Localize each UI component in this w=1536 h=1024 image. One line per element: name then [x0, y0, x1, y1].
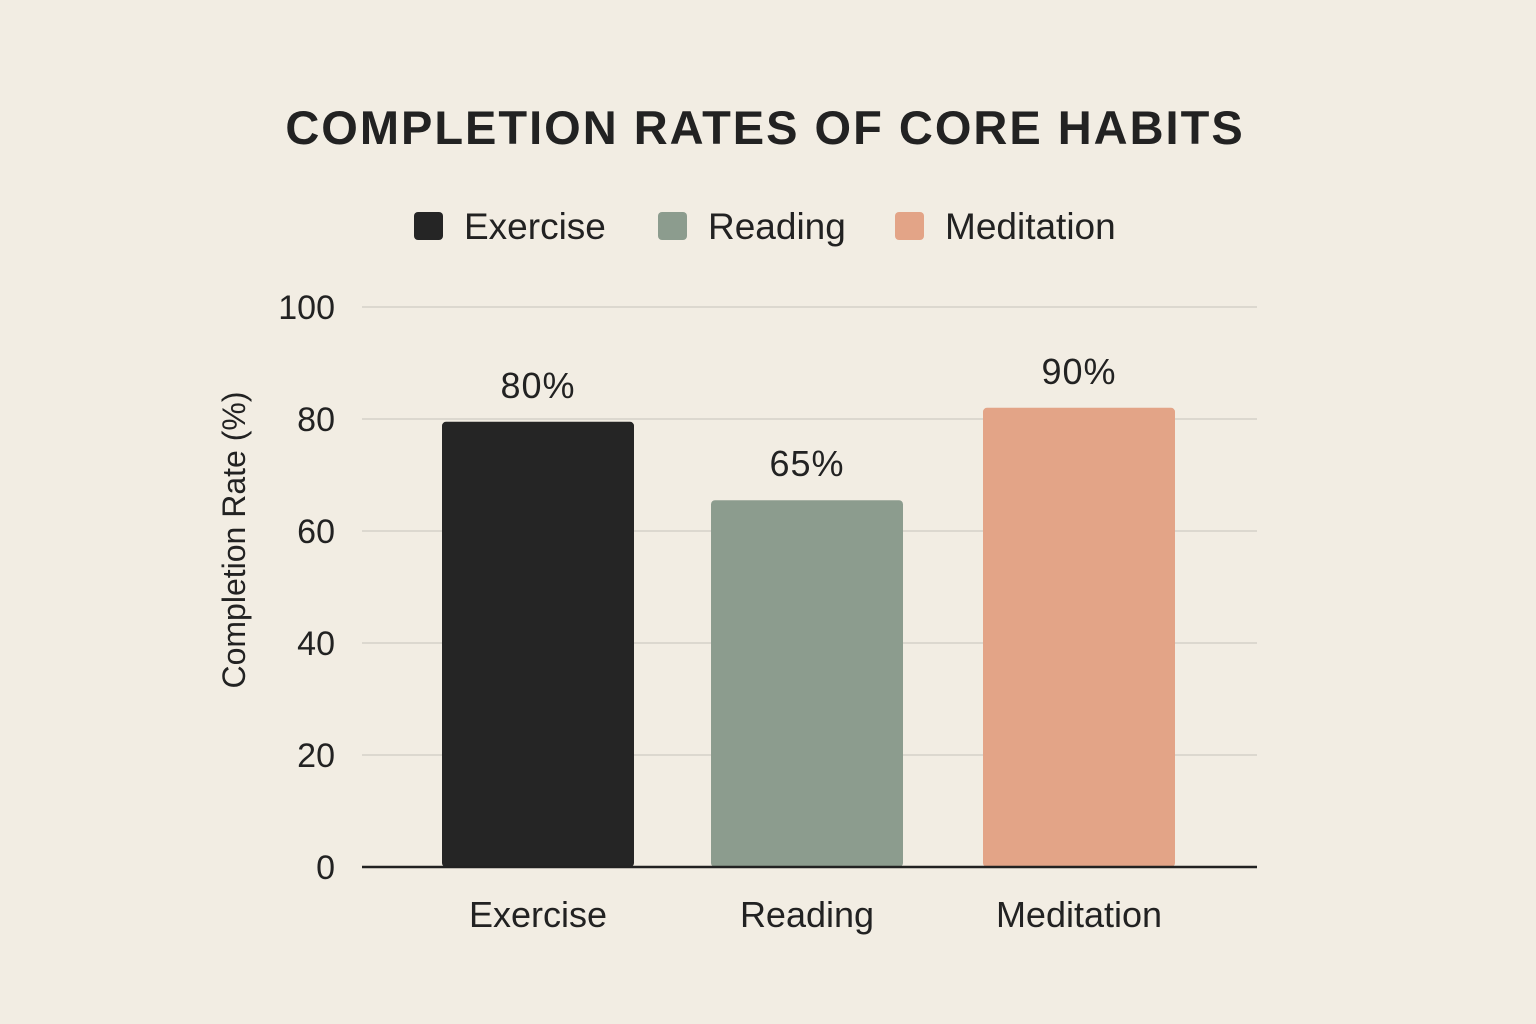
y-tick-label: 40	[297, 625, 335, 663]
bar-meditation	[983, 407, 1175, 867]
legend-swatch	[895, 212, 924, 240]
data-label: 90%	[1041, 351, 1116, 392]
legend-swatch	[414, 212, 443, 240]
legend-label: Meditation	[945, 206, 1116, 247]
data-label: 65%	[769, 443, 844, 484]
x-tick-label: Exercise	[469, 894, 607, 935]
chart-title: COMPLETION RATES OF CORE HABITS	[285, 101, 1244, 154]
bars: 80% Exercise 65% Reading 90% Meditation	[442, 351, 1175, 935]
y-tick-label: 100	[278, 289, 335, 327]
y-axis-label: Completion Rate (%)	[216, 392, 252, 689]
y-tick-label: 80	[297, 401, 335, 439]
data-label: 80%	[500, 365, 575, 406]
y-tick-label: 20	[297, 737, 335, 775]
y-tick-label: 0	[316, 849, 335, 887]
x-tick-label: Meditation	[996, 894, 1162, 935]
legend-label: Exercise	[464, 206, 606, 247]
bar-exercise	[442, 421, 634, 867]
legend: Exercise Reading Meditation	[414, 206, 1116, 247]
bar-reading	[711, 500, 903, 867]
y-tick-label: 60	[297, 513, 335, 551]
legend-label: Reading	[708, 206, 846, 247]
legend-swatch	[658, 212, 687, 240]
x-tick-label: Reading	[740, 894, 874, 935]
